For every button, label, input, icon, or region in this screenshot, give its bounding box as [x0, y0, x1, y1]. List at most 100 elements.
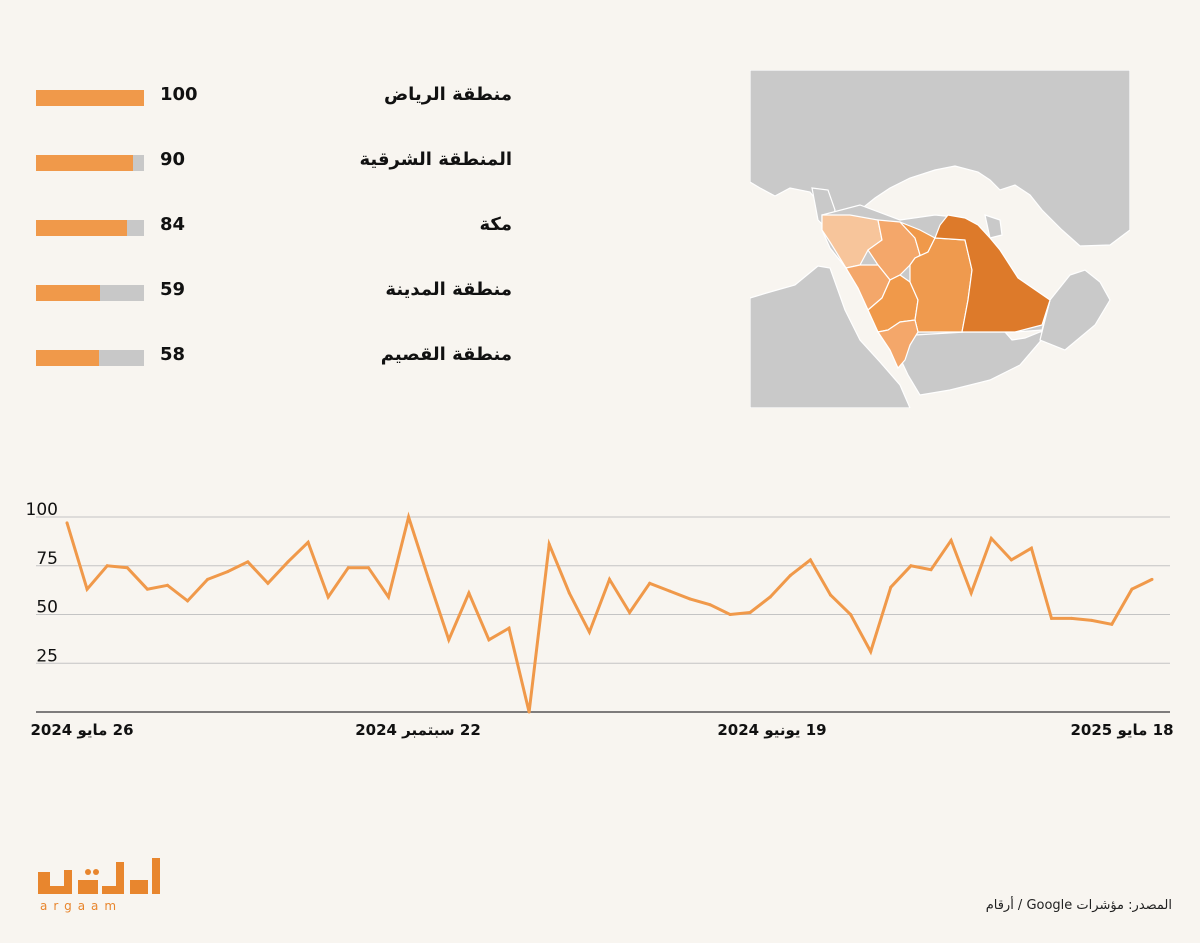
- series-point: [788, 574, 792, 577]
- region-bar-label: المنطقة الشرقية: [359, 149, 512, 170]
- series-point: [648, 581, 652, 585]
- series-point: [849, 613, 853, 616]
- series-point: [1110, 622, 1114, 626]
- series-point: [427, 577, 431, 581]
- argaam-logo-mark: [38, 858, 160, 894]
- series-point: [326, 595, 330, 599]
- source-note: المصدر: مؤشرات Google / أرقام: [985, 898, 1172, 913]
- x-tick-label: 18 مايو 2025: [1070, 721, 1173, 739]
- series-point: [869, 650, 873, 654]
- series-point: [608, 577, 611, 581]
- series-point: [668, 589, 672, 593]
- map-region-eastern: [934, 214, 1051, 333]
- series-point: [547, 542, 551, 546]
- series-point: [1070, 616, 1074, 620]
- series-point: [587, 630, 591, 634]
- series-point: [266, 581, 270, 585]
- region-bar-fill: [36, 350, 99, 366]
- x-tick-label: 22 سبتمبر 2024: [355, 721, 481, 739]
- region-bar-label: مكة: [479, 214, 512, 235]
- series-point: [487, 638, 491, 642]
- region-bar-track: [36, 90, 144, 106]
- region-bar-row: 84 مكة: [0, 208, 740, 248]
- map-land-africa: [750, 265, 911, 408]
- series-point: [407, 515, 411, 519]
- map-land-gulf-peninsula: [984, 214, 1003, 239]
- region-bar-fill: [36, 285, 100, 301]
- series-point: [728, 613, 732, 616]
- region-bar-label: منطقة المدينة: [385, 279, 512, 300]
- series-point: [1050, 616, 1054, 620]
- series-point: [306, 540, 310, 544]
- series-point: [366, 566, 370, 570]
- series-point: [808, 558, 812, 562]
- series-point: [165, 583, 169, 587]
- series-point: [507, 626, 511, 630]
- x-tick-label: 26 مايو 2024: [30, 721, 133, 739]
- series-point: [145, 587, 149, 591]
- series-point: [628, 611, 632, 615]
- region-bar-value: 90: [160, 149, 186, 170]
- series-point: [1090, 618, 1094, 622]
- series-point: [105, 564, 109, 568]
- region-bar-list: 100 منطقة الرياض 90 المنطقة الشرقية 84 مكة 59 م…: [0, 0, 740, 420]
- saudi-regions-map: [750, 70, 1130, 408]
- y-tick-label: 25: [36, 646, 58, 666]
- region-bar-row: 59 منطقة المدينة: [0, 273, 740, 313]
- y-tick-label: 100: [26, 500, 58, 520]
- y-tick-label: 75: [36, 549, 58, 569]
- series-point: [527, 710, 531, 714]
- series-point: [85, 587, 89, 591]
- series-point: [125, 566, 129, 570]
- series-point: [909, 564, 913, 568]
- weekly-trend-line-chart: 25 50 75 100 26 مايو 2024 22 سبتمبر 2024 19 يو…: [26, 500, 1174, 739]
- series-point: [246, 560, 250, 564]
- series-point: [829, 593, 833, 597]
- region-bar-label: منطقة القصيم: [380, 344, 512, 365]
- series-point: [447, 638, 451, 642]
- series-point: [1009, 558, 1013, 562]
- series-point: [949, 538, 953, 542]
- map-land-north: [750, 70, 1130, 247]
- region-bar-value: 59: [160, 279, 186, 300]
- argaam-logo-latin: argaam: [40, 899, 122, 913]
- region-bar-track: [36, 285, 144, 301]
- region-bar-value: 84: [160, 214, 186, 235]
- series-point: [567, 591, 571, 595]
- region-bar-track: [36, 350, 144, 366]
- region-bar-value: 100: [160, 84, 198, 105]
- region-bar-value: 58: [160, 344, 186, 365]
- series-point: [186, 599, 190, 603]
- series-point: [286, 560, 290, 564]
- series-point: [688, 597, 692, 601]
- region-bar-fill: [36, 220, 127, 236]
- series-point: [346, 566, 350, 570]
- series-point: [748, 611, 752, 615]
- region-bar-fill: [36, 155, 134, 171]
- map-region-south: [877, 319, 919, 370]
- series-point: [206, 577, 210, 581]
- region-bar-track: [36, 220, 144, 236]
- x-tick-label: 19 يونيو 2024: [717, 721, 826, 739]
- series-point: [226, 570, 230, 574]
- y-tick-label: 50: [36, 598, 58, 618]
- region-bar-label: منطقة الرياض: [383, 84, 512, 105]
- series-point: [768, 595, 772, 599]
- series-point: [889, 585, 893, 589]
- region-bar-row: 58 منطقة القصيم: [0, 338, 740, 378]
- series-point: [1130, 587, 1134, 591]
- series-point: [65, 521, 69, 525]
- series-point: [708, 603, 712, 607]
- series-point: [386, 595, 390, 599]
- map-land-oman: [1039, 269, 1111, 351]
- series-point: [467, 591, 471, 595]
- region-bar-row: 100 منطقة الرياض: [0, 78, 740, 118]
- region-bar-row: 90 المنطقة الشرقية: [0, 143, 740, 183]
- series-point: [929, 568, 933, 572]
- argaam-logo: argaam: [38, 858, 160, 913]
- series-point: [969, 591, 973, 595]
- series-point: [989, 536, 993, 540]
- region-bar-track: [36, 155, 144, 171]
- region-bar-fill: [36, 90, 144, 106]
- series-point: [1029, 546, 1033, 550]
